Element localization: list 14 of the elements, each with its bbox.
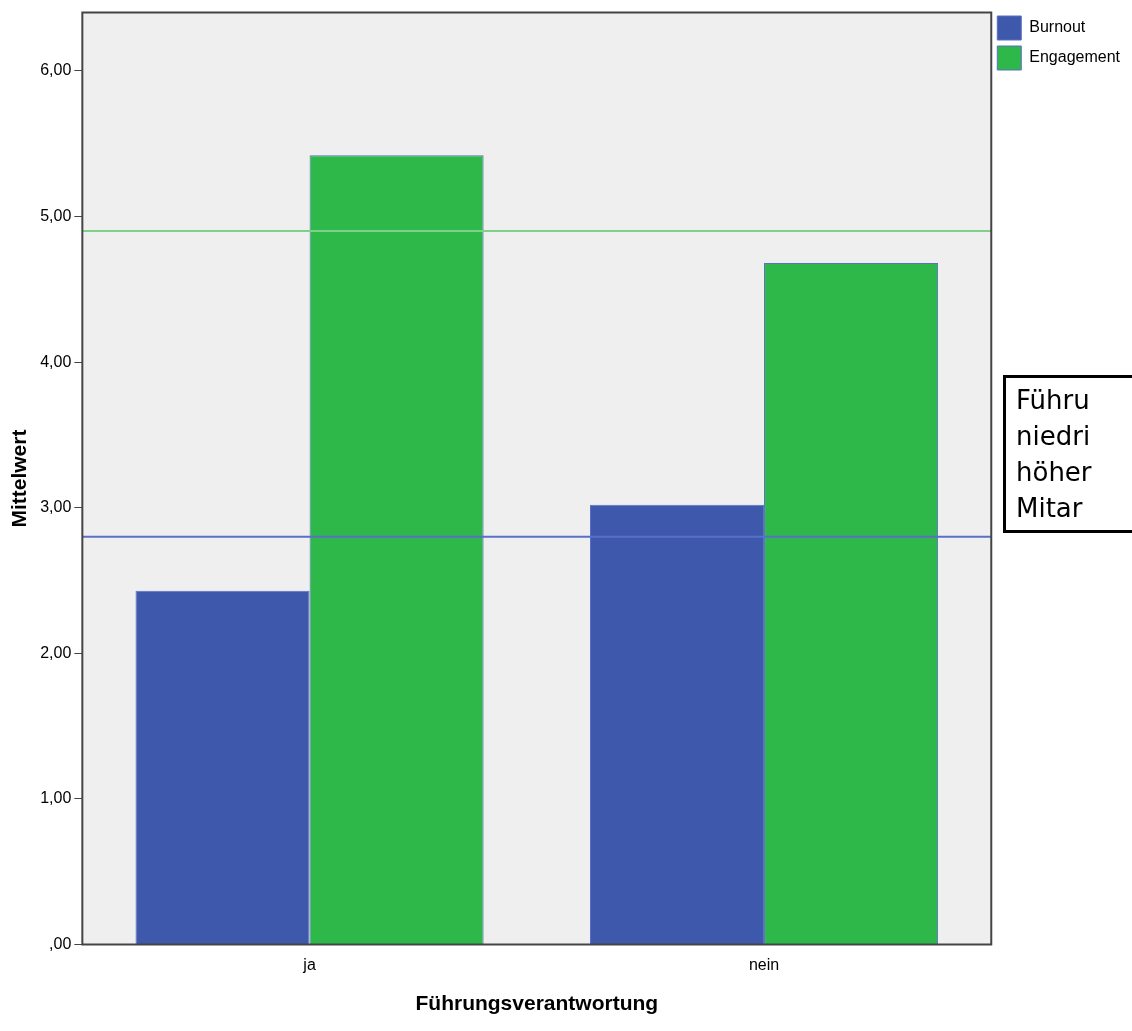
x-tick-label: nein xyxy=(748,955,780,973)
y-tick-label: 5,00 xyxy=(40,206,72,224)
legend-label: Engagement xyxy=(1029,48,1121,66)
y-tick-label: 3,00 xyxy=(40,498,72,516)
y-tick-label: 2,00 xyxy=(40,643,72,661)
y-tick-label: 6,00 xyxy=(40,61,72,79)
x-tick-label: ja xyxy=(302,955,316,973)
text: Führu niedri höher Mitar xyxy=(1003,375,1132,533)
x-axis-title: Führungsverantwortung xyxy=(415,991,659,1015)
y-tick-label: 4,00 xyxy=(40,352,72,370)
y-axis-title: Mittelwert xyxy=(7,429,31,528)
y-tick-label: 1,00 xyxy=(40,789,72,807)
y-tick-label: ,00 xyxy=(49,935,72,953)
legend-label: Burnout xyxy=(1029,18,1086,36)
